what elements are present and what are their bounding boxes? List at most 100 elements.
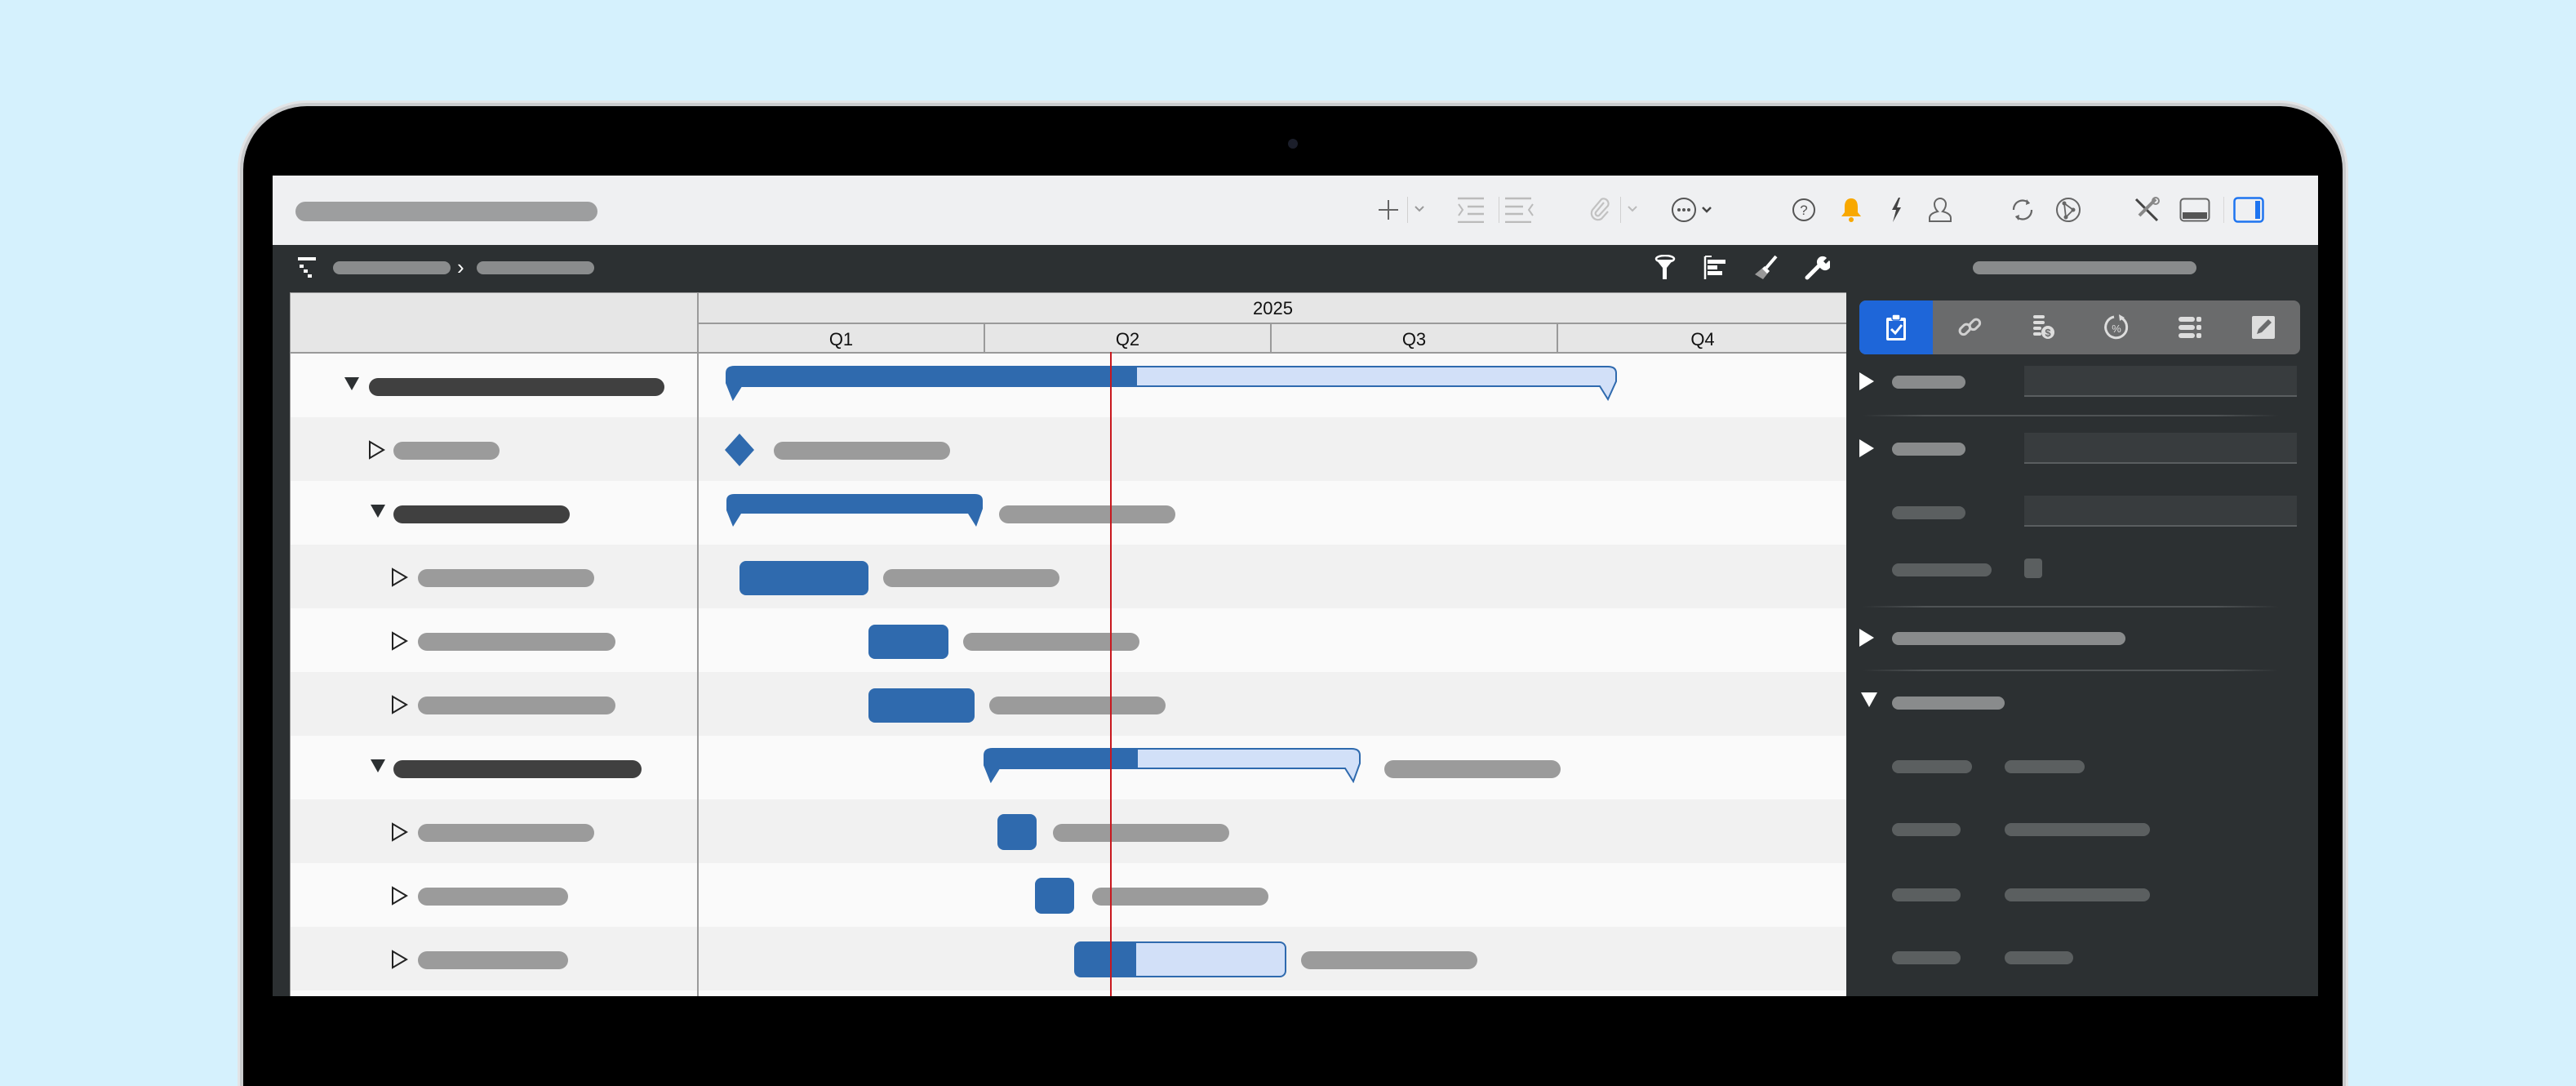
milestone-diamond[interactable] bbox=[723, 432, 756, 468]
bar-label bbox=[774, 442, 950, 460]
indent-icon[interactable] bbox=[1456, 195, 1492, 225]
gantt-row[interactable] bbox=[291, 354, 1847, 417]
person-icon[interactable] bbox=[1925, 194, 1956, 226]
field-label bbox=[1892, 506, 1965, 519]
text-field[interactable] bbox=[2024, 366, 2297, 397]
breadcrumb-item[interactable] bbox=[333, 261, 451, 274]
chevron-down-icon[interactable] bbox=[1623, 200, 1641, 218]
sync-icon[interactable] bbox=[2006, 194, 2039, 226]
breadcrumb-item[interactable] bbox=[477, 261, 594, 274]
year-header: 2025 bbox=[699, 293, 1847, 324]
disclosure-collapsed-icon[interactable] bbox=[390, 695, 408, 714]
field-label bbox=[1892, 376, 1965, 389]
brush-icon[interactable] bbox=[1752, 253, 1781, 283]
disclosure-collapsed-icon[interactable] bbox=[390, 631, 408, 651]
outline-hierarchy-icon[interactable] bbox=[295, 255, 322, 281]
gantt-row[interactable] bbox=[291, 608, 1847, 672]
task-name bbox=[418, 824, 594, 842]
disclosure-collapsed-icon[interactable] bbox=[1858, 438, 1876, 459]
toolbar: ? bbox=[273, 176, 2318, 246]
disclosure-collapsed-icon[interactable] bbox=[367, 440, 385, 460]
clipboard-check-icon bbox=[1886, 314, 1906, 340]
task-bar[interactable] bbox=[1074, 941, 1286, 977]
outdent-icon[interactable] bbox=[1503, 195, 1539, 225]
gantt-row[interactable] bbox=[291, 545, 1847, 608]
tab-details[interactable] bbox=[2153, 300, 2227, 354]
task-name bbox=[418, 697, 615, 714]
task-name bbox=[418, 633, 615, 651]
tools-icon[interactable] bbox=[2130, 194, 2163, 226]
gantt-row[interactable] bbox=[291, 799, 1847, 863]
tab-progress[interactable]: % bbox=[2080, 300, 2153, 354]
task-name bbox=[393, 505, 570, 523]
right-sidebar-icon[interactable] bbox=[2232, 194, 2266, 226]
bar-label bbox=[1092, 888, 1268, 906]
paperclip-icon[interactable] bbox=[1587, 195, 1614, 225]
checkbox[interactable] bbox=[2024, 559, 2042, 578]
filter-icon[interactable] bbox=[1650, 253, 1680, 283]
disclosure-collapsed-icon[interactable] bbox=[390, 950, 408, 969]
network-icon[interactable] bbox=[2052, 194, 2085, 226]
field-value bbox=[2005, 888, 2150, 901]
task-bar[interactable] bbox=[868, 688, 975, 723]
tab-cost[interactable]: $ bbox=[2006, 300, 2080, 354]
disclosure-expanded-icon[interactable] bbox=[369, 502, 387, 520]
task-name bbox=[418, 888, 568, 906]
field-label bbox=[1892, 951, 1961, 964]
text-field[interactable] bbox=[2024, 496, 2297, 527]
disclosure-collapsed-icon[interactable] bbox=[390, 567, 408, 587]
field-value bbox=[2005, 823, 2150, 836]
disclosure-collapsed-icon[interactable] bbox=[1858, 627, 1876, 648]
bottom-panel-icon[interactable] bbox=[2178, 194, 2212, 226]
app-window: ? › bbox=[273, 176, 2318, 996]
divider bbox=[1407, 197, 1408, 223]
gantt-row[interactable] bbox=[291, 672, 1847, 736]
note-edit-icon bbox=[2252, 316, 2275, 339]
outline-divider[interactable] bbox=[697, 293, 699, 996]
svg-text:?: ? bbox=[1800, 203, 1807, 218]
list-icon bbox=[2178, 317, 2201, 338]
svg-text:$: $ bbox=[2045, 327, 2051, 339]
bell-icon[interactable] bbox=[1837, 194, 1866, 226]
disclosure-collapsed-icon[interactable] bbox=[390, 886, 408, 906]
gantt-row[interactable] bbox=[291, 736, 1847, 799]
task-bar[interactable] bbox=[739, 561, 868, 595]
gantt-row[interactable] bbox=[291, 927, 1847, 990]
summary-bar[interactable] bbox=[725, 365, 1618, 401]
inspector-panel: $ % bbox=[1846, 291, 2318, 996]
disclosure-expanded-icon[interactable] bbox=[343, 375, 361, 393]
text-field[interactable] bbox=[2024, 433, 2297, 464]
lightning-icon[interactable] bbox=[1885, 194, 1908, 226]
tab-task[interactable] bbox=[1859, 300, 1933, 354]
task-bar[interactable] bbox=[1035, 878, 1074, 914]
disclosure-collapsed-icon[interactable] bbox=[390, 822, 408, 842]
cost-icon: $ bbox=[2033, 315, 2054, 339]
gantt-style-icon[interactable] bbox=[1701, 253, 1730, 283]
task-bar[interactable] bbox=[997, 814, 1037, 850]
gantt-row[interactable] bbox=[291, 863, 1847, 927]
help-icon[interactable]: ? bbox=[1789, 195, 1819, 225]
task-name bbox=[393, 442, 500, 460]
field-label bbox=[1892, 823, 1961, 836]
summary-bar[interactable] bbox=[983, 747, 1363, 783]
bar-label bbox=[963, 633, 1139, 651]
quarter-header-q2: Q2 bbox=[985, 324, 1272, 352]
outline-column-header[interactable] bbox=[291, 293, 699, 352]
tab-notes[interactable] bbox=[2227, 300, 2300, 354]
wrench-icon[interactable] bbox=[1802, 253, 1832, 283]
bar-label bbox=[1384, 760, 1561, 778]
disclosure-expanded-icon[interactable] bbox=[369, 757, 387, 775]
tab-dependencies[interactable] bbox=[1933, 300, 2006, 354]
gantt-row[interactable] bbox=[291, 417, 1847, 481]
field-label bbox=[1892, 888, 1961, 901]
disclosure-collapsed-icon[interactable] bbox=[1858, 371, 1876, 392]
chevron-down-icon[interactable] bbox=[1410, 200, 1428, 218]
bar-label bbox=[999, 505, 1175, 523]
gantt-row[interactable] bbox=[291, 481, 1847, 545]
summary-bar[interactable] bbox=[725, 492, 986, 528]
ellipsis-circle-icon[interactable] bbox=[1670, 195, 1719, 225]
disclosure-expanded-icon[interactable] bbox=[1859, 691, 1879, 709]
quarter-header-q4: Q4 bbox=[1690, 329, 1715, 349]
task-bar[interactable] bbox=[868, 625, 948, 659]
plus-icon[interactable] bbox=[1375, 196, 1402, 224]
